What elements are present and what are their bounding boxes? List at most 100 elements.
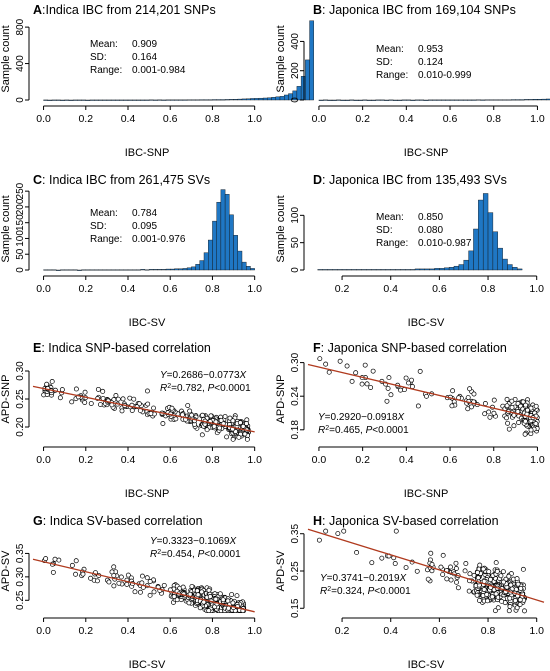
point [341, 528, 347, 534]
bar [445, 99, 451, 101]
point [145, 401, 151, 407]
point [50, 569, 56, 575]
bar [356, 269, 362, 271]
bar [127, 269, 133, 271]
bar [366, 269, 372, 271]
stat-label: SD: [90, 52, 107, 63]
panel-f: F: Japonica SNP-based correlation 0.0 0.2 0… [275, 341, 545, 500]
bar [458, 264, 464, 271]
y-tick-label: 150 [15, 214, 26, 231]
x-tick-label: 0.8 [481, 625, 496, 637]
stats-box: Mean: 0.850 SD: 0.080 Range: 0.010-0.987 [376, 212, 472, 249]
bar [157, 269, 162, 271]
point [187, 408, 193, 414]
point [151, 589, 157, 595]
bar [81, 269, 86, 271]
point [477, 562, 483, 568]
panel-title-text: : Japonica SV-based correlation [322, 514, 499, 528]
point [43, 556, 49, 562]
point [518, 585, 524, 591]
bar [439, 268, 445, 271]
panel-letter: G [33, 514, 43, 528]
bar [56, 99, 61, 101]
stats-label: R2=0.782, P<0.0001 [160, 383, 251, 395]
x-tick-label: 0.0 [36, 113, 51, 125]
bar [502, 99, 508, 101]
bar [72, 99, 78, 101]
bar [358, 99, 363, 101]
y-tick-label: 0.15 [290, 598, 301, 618]
point [73, 558, 79, 564]
y-tick-label: 0.30 [15, 567, 26, 587]
y-tick-label: 0 [15, 97, 26, 103]
stats-box: Mean: 0.953 SD: 0.124 Range: 0.010-0.999 [376, 44, 472, 81]
bar [153, 269, 158, 271]
equation-part: Y [160, 370, 168, 381]
point [482, 411, 488, 417]
fit-line [32, 558, 255, 613]
y-tick-label: 50 [15, 248, 26, 260]
bar [254, 98, 260, 101]
points [41, 378, 251, 442]
bar [47, 99, 53, 101]
bar [340, 99, 346, 101]
panel-h: H: Japonica SV-based correlation 0.2 0.4 0.… [275, 514, 545, 671]
point [69, 562, 75, 568]
bar [136, 269, 141, 271]
bar [429, 268, 435, 271]
bar [237, 98, 243, 101]
panel-d: D: Japonica IBC from 135,493 SVs 0.2 0.4 0.… [275, 173, 544, 329]
x-tick-label: 1.0 [530, 113, 545, 125]
point [415, 403, 421, 409]
bar [379, 99, 385, 101]
y-axis-label: APD-SNP [0, 375, 12, 424]
point [118, 574, 124, 580]
point [139, 573, 145, 579]
point [171, 594, 177, 599]
x-tick-label: 0.6 [443, 454, 458, 466]
point [69, 399, 75, 405]
bar [186, 99, 192, 101]
x-tick-label: 0.6 [163, 283, 178, 295]
bar [94, 269, 99, 271]
bar [419, 99, 425, 101]
bar [419, 268, 425, 271]
panel-letter: D [313, 173, 322, 187]
bar [174, 99, 179, 101]
panel-title: F: Japonica SNP-based correlation [313, 341, 507, 355]
point [206, 587, 212, 593]
bar [127, 99, 133, 101]
bar [532, 99, 538, 101]
point [480, 566, 486, 572]
bar [487, 212, 494, 271]
bar [56, 269, 61, 271]
point [517, 602, 523, 607]
point [120, 396, 126, 402]
point [144, 575, 150, 581]
bar [327, 99, 333, 101]
bar [541, 98, 547, 101]
stat-label: Range: [376, 238, 408, 249]
point [520, 399, 526, 405]
y-tick-label: 250 [15, 182, 26, 199]
x-axis-label: IBC-SV [408, 659, 445, 671]
point [488, 576, 493, 582]
stats-part: <0.0001 [204, 549, 241, 560]
point [186, 600, 192, 606]
point [522, 431, 528, 437]
point [94, 578, 100, 584]
panel-letter: B [313, 3, 322, 17]
panel-letter: C [33, 173, 42, 187]
bar [453, 265, 460, 271]
bar [506, 99, 512, 101]
x-tick-label: 1.0 [529, 625, 544, 637]
stats-part: P [208, 383, 215, 394]
point [73, 571, 79, 577]
point [379, 555, 385, 561]
point [73, 386, 79, 392]
x-tick-label: 0.8 [205, 625, 220, 637]
x-tick-label: 0.4 [121, 283, 136, 295]
bar [246, 98, 251, 101]
stat-label: SD: [90, 221, 107, 232]
stat-label: Mean: [90, 39, 118, 50]
